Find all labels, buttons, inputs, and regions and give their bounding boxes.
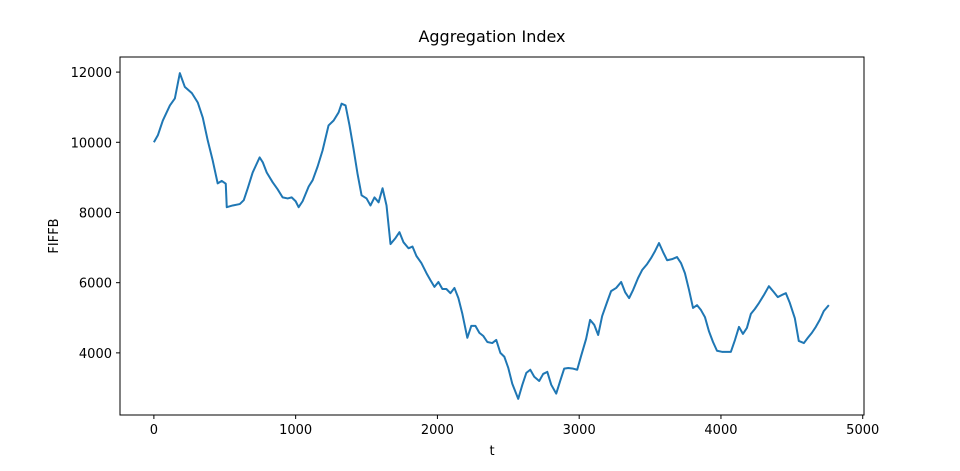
y-tick-label: 10000 xyxy=(71,136,112,151)
x-tick-label: 3000 xyxy=(563,423,596,438)
y-tick-label: 12000 xyxy=(71,66,112,81)
y-tick-label: 6000 xyxy=(79,277,112,292)
x-tick-label: 1000 xyxy=(279,423,312,438)
y-axis-label: FIFFB xyxy=(47,218,62,253)
data-line xyxy=(153,72,830,400)
x-tick-label: 5000 xyxy=(846,423,879,438)
chart-title: Aggregation Index xyxy=(418,27,565,46)
x-axis-label: t xyxy=(489,444,494,459)
y-tick-label: 8000 xyxy=(79,206,112,221)
x-tick-label: 4000 xyxy=(704,423,737,438)
x-tick-label: 0 xyxy=(150,423,158,438)
y-tick-label: 4000 xyxy=(79,347,112,362)
plot-frame xyxy=(119,56,865,416)
x-tick-label: 2000 xyxy=(421,423,454,438)
